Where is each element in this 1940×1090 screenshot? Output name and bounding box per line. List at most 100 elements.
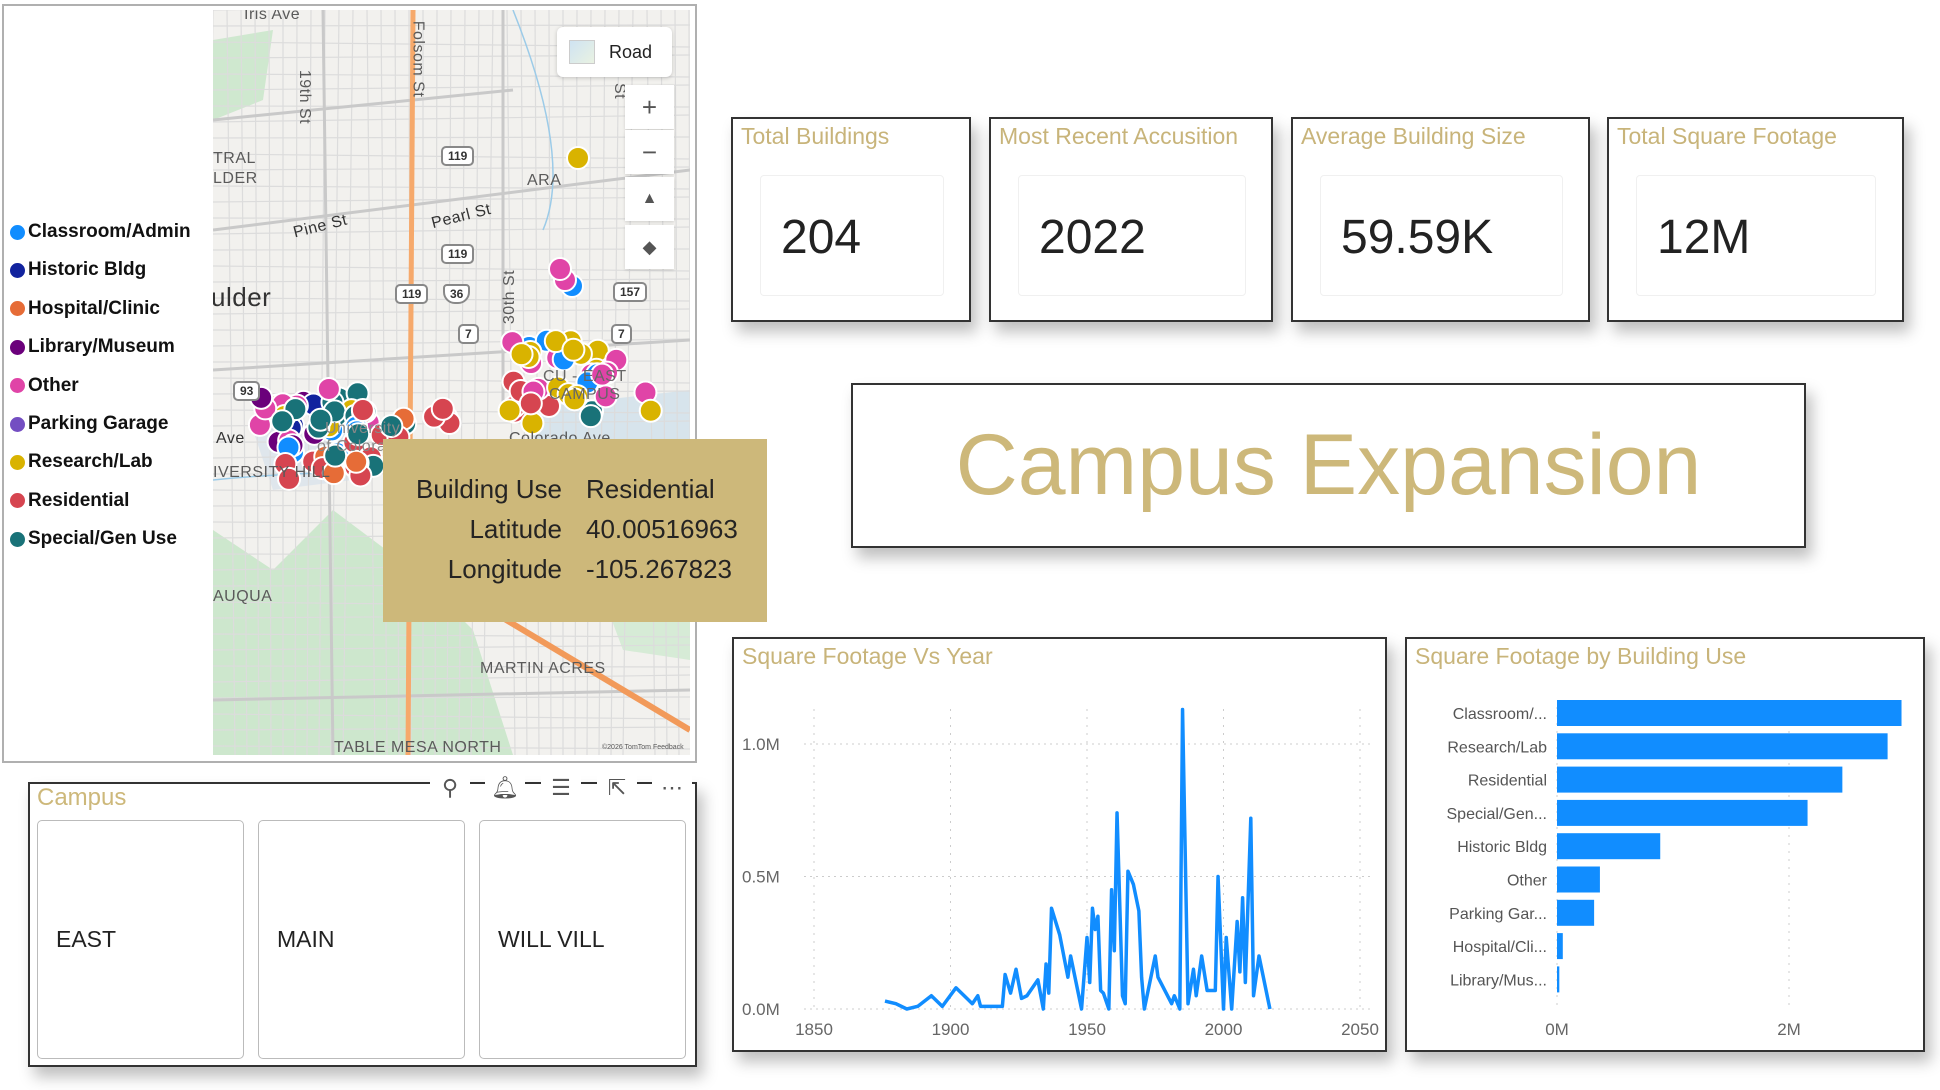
legend-marker-icon [10, 378, 25, 394]
map-street [688, 10, 690, 607]
building-marker [430, 396, 455, 421]
legend-item[interactable]: Special/Gen Use [10, 528, 177, 550]
slicer-option-east[interactable]: EAST [37, 820, 244, 1059]
map-canvas[interactable]: Iris Ave Folsom St 19th St TRAL LDER Pin… [213, 10, 690, 755]
bell-icon[interactable]: 🔔︎ [485, 772, 525, 804]
map-copyright[interactable]: ©2026 TomTom Feedback [602, 744, 684, 751]
pin-icon[interactable]: ⚲ [430, 772, 470, 804]
page-title: Campus Expansion [851, 383, 1806, 548]
focus-mode-icon[interactable]: ⇱ [597, 772, 637, 804]
legend-item[interactable]: Classroom/Admin [10, 221, 191, 243]
card-average-building-size[interactable]: Average Building Size 59.59K [1291, 117, 1590, 322]
slicer-option-main[interactable]: MAIN [258, 820, 465, 1059]
legend-item[interactable]: Parking Garage [10, 413, 168, 435]
map-label: University [325, 420, 401, 437]
route-shield: 7 [611, 324, 632, 344]
legend-label: Other [28, 374, 79, 396]
legend-item[interactable]: Hospital/Clinic [10, 298, 160, 320]
legend-marker-icon [10, 224, 25, 240]
bar [1557, 700, 1902, 726]
y-tick-label: 0.0M [742, 1000, 780, 1019]
filter-icon[interactable]: ☰ [541, 772, 581, 804]
legend-label: Special/Gen Use [28, 528, 177, 550]
legend-item[interactable]: Historic Bldg [10, 259, 146, 281]
map-street [213, 265, 690, 272]
compass-button[interactable]: ◆ [625, 225, 674, 269]
map-street [470, 10, 480, 755]
more-options-icon[interactable]: ⋯ [652, 772, 692, 804]
map-street [366, 10, 376, 755]
map-street [482, 10, 494, 755]
legend-marker-icon [10, 262, 25, 278]
map-label: Ave [216, 430, 245, 447]
tooltip-row: Building Use Residential [383, 469, 767, 509]
category-label: Research/Lab [1447, 739, 1547, 756]
map-street [213, 633, 690, 638]
legend-item[interactable]: Other [10, 375, 79, 397]
map-street [380, 10, 388, 755]
map-street [226, 10, 236, 755]
building-marker [350, 398, 375, 423]
category-label: Classroom/... [1453, 706, 1547, 723]
map-street [213, 329, 690, 332]
building-marker [548, 257, 572, 281]
map-style-button[interactable]: Road [557, 27, 672, 77]
slicer-option-will-vill[interactable]: WILL VILL [479, 820, 686, 1059]
card-value: 12M [1657, 211, 1751, 264]
tooltip-value: Residential [586, 473, 715, 504]
route-shield: 119 [395, 284, 429, 304]
tooltip-key: Building Use [416, 473, 562, 504]
legend-marker-icon [10, 531, 25, 547]
map-street [306, 10, 312, 755]
map-street [458, 10, 466, 755]
tilt-icon: ▲ [641, 190, 658, 207]
y-tick-label: 0.5M [742, 868, 780, 887]
map-label: of Colora [317, 438, 387, 455]
building-marker [562, 387, 587, 412]
map-street [268, 10, 272, 755]
legend-marker-icon [10, 416, 25, 432]
tilt-button[interactable]: ▲ [625, 177, 674, 221]
slicer-title: Campus [37, 784, 127, 811]
card-value: 2022 [1039, 211, 1146, 264]
legend-item[interactable]: Residential [10, 490, 129, 512]
bar [1557, 933, 1563, 960]
map-street [213, 713, 690, 720]
x-tick-label: 2050 [1341, 1020, 1379, 1039]
card-value-box: 12M [1636, 175, 1876, 296]
map-street [342, 10, 354, 755]
zoom-out-button[interactable]: − [625, 130, 674, 174]
map-visual-frame [2, 4, 697, 763]
zoom-in-button[interactable]: + [625, 85, 674, 129]
map-street [213, 217, 690, 220]
line-chart-card[interactable]: Square Footage Vs Year 1850 1900 1950 2000 2… [732, 637, 1387, 1052]
category-label: Residential [1468, 773, 1547, 790]
tooltip-value: 40.00516963 [586, 513, 738, 544]
card-value-box: 2022 [1018, 175, 1246, 296]
legend-label: Research/Lab [28, 451, 153, 473]
bar [1557, 966, 1560, 993]
map-label: IVERSITY HILL [213, 464, 331, 481]
x-tick-label: 1850 [795, 1020, 833, 1039]
building-marker [497, 398, 522, 423]
card-most-recent-acquisition[interactable]: Most Recent Accusition 2022 [989, 117, 1273, 322]
card-value-box: 204 [760, 175, 944, 296]
legend-item[interactable]: Research/Lab [10, 451, 153, 473]
building-marker [346, 422, 371, 447]
map-label: MARTIN ACRES [480, 660, 606, 677]
bar [1557, 866, 1600, 893]
x-tick-label: 2M [1777, 1020, 1801, 1039]
card-total-buildings[interactable]: Total Buildings 204 [731, 117, 971, 322]
map-street [434, 10, 438, 755]
route-shield: 93 [233, 381, 261, 401]
legend-marker-icon [10, 454, 25, 470]
card-total-square-footage[interactable]: Total Square Footage 12M [1607, 117, 1904, 322]
legend-label: Residential [28, 489, 130, 511]
building-marker [578, 404, 603, 429]
plus-icon: + [641, 91, 658, 122]
bar [1557, 833, 1661, 860]
map-street [213, 674, 690, 683]
tooltip-row: Latitude 40.00516963 [383, 509, 767, 549]
legend-item[interactable]: Library/Museum [10, 336, 175, 358]
bar-chart-card[interactable]: Square Footage by Building Use 0M 2M Class… [1405, 637, 1925, 1052]
